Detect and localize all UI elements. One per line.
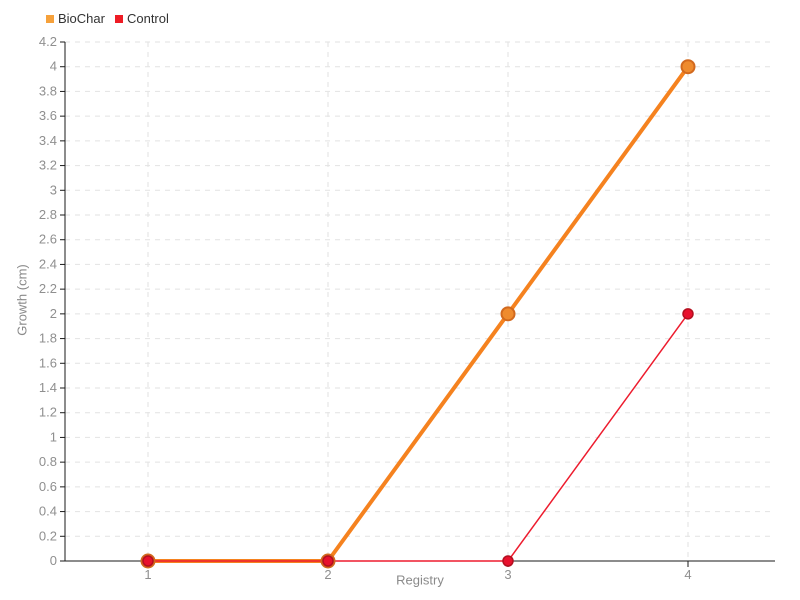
data-point-control[interactable] — [322, 555, 334, 567]
legend-swatch-biochar — [46, 14, 54, 23]
data-point-biochar[interactable] — [680, 59, 696, 75]
y-tick-label: 2.8 — [39, 207, 57, 222]
y-tick-label: 1.4 — [39, 380, 57, 395]
x-tick-label: 4 — [684, 567, 691, 582]
x-tick-label: 2 — [324, 567, 331, 582]
legend-item-control[interactable]: Control — [114, 11, 169, 26]
legend-label-biochar: BioChar — [58, 11, 105, 26]
x-tick-label: 3 — [504, 567, 511, 582]
y-tick-label: 1 — [50, 429, 57, 444]
y-tick-label: 3.8 — [39, 83, 57, 98]
legend-item-biochar[interactable]: BioChar — [46, 11, 105, 26]
y-tick-label: 0.2 — [39, 528, 57, 543]
y-tick-label: 2.4 — [39, 256, 57, 271]
y-tick-label: 3.4 — [39, 133, 57, 148]
data-point-control[interactable] — [682, 308, 694, 320]
y-tick-label: 4 — [50, 59, 57, 74]
legend-swatch-control — [114, 14, 123, 23]
y-tick-label: 1.2 — [39, 405, 57, 420]
y-tick-label: 2.6 — [39, 232, 57, 247]
y-tick-label: 1.6 — [39, 355, 57, 370]
y-tick-label: 0.8 — [39, 454, 57, 469]
y-tick-label: 0 — [50, 553, 57, 568]
x-tick-label: 1 — [144, 567, 151, 582]
y-tick-label: 3.6 — [39, 108, 57, 123]
data-point-control[interactable] — [502, 555, 514, 567]
y-tick-label: 3.2 — [39, 158, 57, 173]
y-tick-label: 0.4 — [39, 504, 57, 519]
x-axis-title: Registry — [396, 572, 444, 588]
y-tick-label: 3 — [50, 182, 57, 197]
y-tick-label: 2 — [50, 306, 57, 321]
data-point-control[interactable] — [142, 555, 154, 567]
data-point-biochar[interactable] — [500, 306, 516, 322]
series-line-control — [147, 313, 689, 562]
y-tick-label: 4.2 — [39, 34, 57, 49]
y-axis-title: Growth (cm) — [14, 264, 30, 336]
y-tick-label: 0.6 — [39, 479, 57, 494]
legend-label-control: Control — [126, 11, 169, 26]
legend: BioChar Control — [46, 11, 169, 26]
y-tick-label: 2.2 — [39, 281, 57, 296]
y-tick-label: 1.8 — [39, 331, 57, 346]
